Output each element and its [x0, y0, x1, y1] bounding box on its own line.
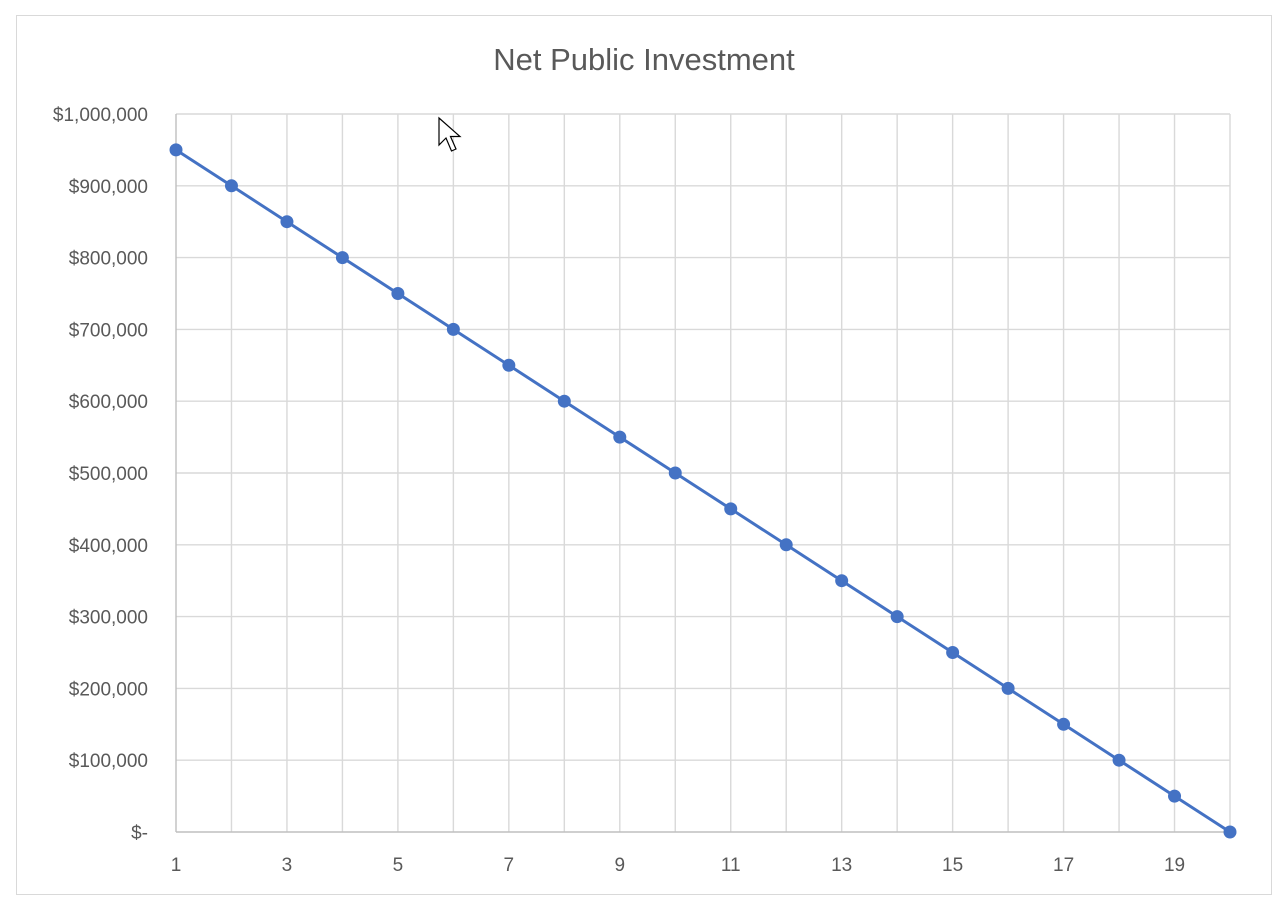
gridlines: [176, 113, 1231, 832]
x-tick-label: 19: [1164, 855, 1185, 876]
y-tick-label: $400,000: [69, 536, 148, 557]
data-point: [724, 502, 738, 516]
axes: [175, 114, 1230, 833]
data-point: [1057, 717, 1071, 731]
data-point: [280, 215, 294, 229]
data-point: [835, 574, 849, 588]
y-tick-label: $800,000: [69, 249, 148, 270]
data-point: [169, 143, 183, 157]
x-tick-label: 11: [721, 855, 741, 876]
mouse-pointer-icon: [438, 116, 462, 152]
x-tick-label: 9: [615, 855, 626, 876]
tick-labels: $- $100,000 $200,000 $300,000 $400,000 $500,0…: [53, 105, 1185, 876]
y-tick-label: $300,000: [69, 608, 148, 629]
chart-area: [16, 15, 1272, 895]
x-tick-label: 1: [171, 855, 182, 876]
x-tick-label: 17: [1053, 855, 1074, 876]
data-point: [890, 610, 904, 624]
y-tick-label: $900,000: [69, 177, 148, 198]
y-tick-label: $-: [131, 823, 148, 844]
data-point: [668, 466, 682, 480]
x-tick-label: 7: [504, 855, 515, 876]
series-line: [174, 148, 1232, 834]
chart-title: Net Public Investment: [493, 42, 795, 77]
y-tick-label: $1,000,000: [53, 105, 148, 126]
x-tick-label: 15: [942, 855, 963, 876]
x-tick-label: 5: [393, 855, 404, 876]
y-tick-label: $500,000: [69, 464, 148, 485]
data-point: [1223, 825, 1237, 839]
y-tick-label: $700,000: [69, 320, 148, 341]
x-tick-label: 13: [831, 855, 852, 876]
y-tick-label: $600,000: [69, 392, 148, 413]
data-point: [502, 358, 516, 372]
x-tick-label: 3: [282, 855, 293, 876]
data-point: [613, 430, 627, 444]
data-point: [1001, 681, 1015, 695]
series: [169, 143, 1237, 839]
data-point: [224, 179, 238, 193]
data-point: [1168, 789, 1182, 803]
data-point: [446, 322, 460, 336]
y-tick-label: $100,000: [69, 751, 148, 772]
data-point: [391, 287, 405, 300]
y-tick-label: $200,000: [69, 679, 148, 700]
data-point: [946, 646, 960, 659]
data-point: [335, 251, 349, 265]
data-point: [779, 538, 793, 552]
data-point: [1112, 753, 1126, 767]
data-point: [557, 394, 571, 408]
